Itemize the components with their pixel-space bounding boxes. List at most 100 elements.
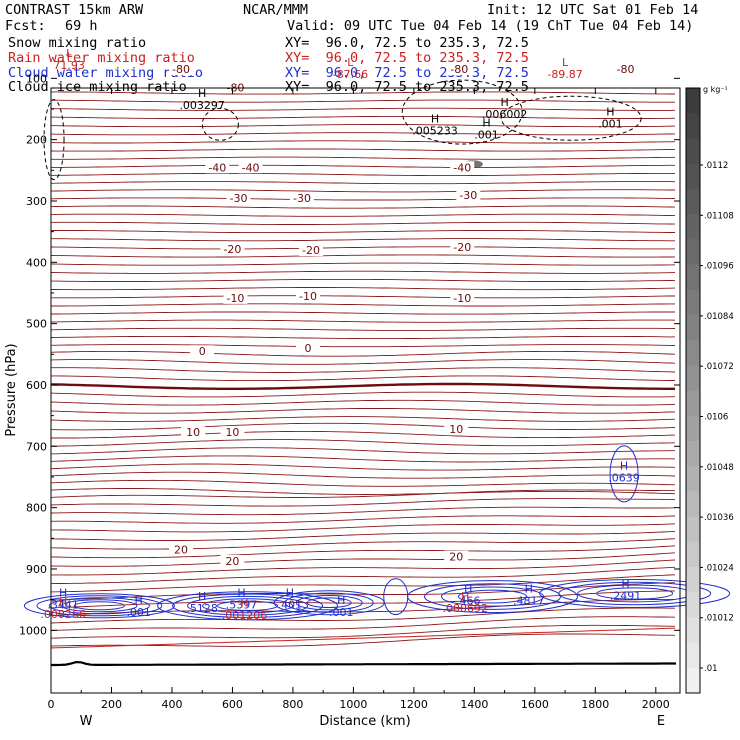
isotherm-line — [50, 391, 676, 398]
org-label: NCAR/MMM — [243, 2, 309, 18]
isotherm-line — [51, 91, 675, 95]
extremum-value: .006002 — [482, 108, 528, 121]
extremum-value: .4817 — [513, 594, 545, 607]
colorbar-frame — [685, 87, 701, 694]
colorbar-segment — [686, 516, 700, 543]
colorbar-segment — [686, 113, 700, 139]
isotherm-label: -40 — [242, 161, 260, 174]
isotherm-label-bg — [450, 161, 475, 174]
extremum-marker: H — [431, 113, 439, 126]
mixing-ratio-contour — [43, 99, 65, 181]
isotherm-line — [51, 164, 675, 168]
colorbar-label: .01036 — [704, 513, 734, 523]
isotherm-label-bg — [444, 423, 469, 436]
extremum-value: .3441 — [47, 599, 79, 612]
mixing-ratio-contour — [539, 579, 731, 609]
extremum-marker: H — [620, 460, 628, 473]
init-time: Init: 12 UTC Sat 01 Feb 14 — [487, 2, 699, 18]
x-tick-label: 800 — [282, 698, 303, 711]
isotherm-line — [51, 230, 675, 234]
isotherm-line — [50, 538, 676, 550]
extremum-marker: H — [59, 587, 67, 600]
y-axis-label: Pressure (hPa) — [4, 343, 19, 436]
mixing-ratio-contour — [401, 79, 523, 145]
isotherm-label: -40 — [208, 161, 226, 174]
isotherm-line — [50, 530, 676, 541]
isotherm-label-bg — [456, 188, 481, 201]
x-tick-label: 400 — [161, 698, 182, 711]
colorbar-label: .01024 — [704, 563, 734, 573]
extremum-marker: H — [500, 96, 508, 109]
colorbar-segment — [686, 289, 700, 316]
mixing-ratio-contour — [202, 598, 294, 614]
mixing-ratio-contour — [558, 581, 712, 606]
isotherm-label: -80 — [450, 63, 468, 76]
extremum-value: -87.66 — [333, 68, 368, 81]
extremum-value: .401 — [278, 599, 303, 612]
isotherm-label: 0 — [199, 345, 206, 358]
isotherm-line — [51, 523, 676, 533]
colorbar-label: .01048 — [704, 463, 734, 473]
surface-line — [51, 660, 676, 667]
isotherm-line — [50, 590, 676, 609]
isotherm-label-bg — [169, 63, 194, 76]
isotherm-line — [50, 270, 676, 274]
mixing-ratio-contour — [441, 586, 545, 607]
colorbar-segment — [686, 214, 700, 240]
colorbar-segment — [686, 390, 700, 417]
isotherm-label-bg — [169, 543, 194, 556]
mixing-ratio-contour — [284, 592, 374, 613]
isotherm-line — [50, 498, 675, 507]
isotherm-line — [50, 189, 675, 193]
isotherm-line — [50, 479, 676, 487]
isotherm-label-bg — [220, 554, 245, 567]
colorbar-segment — [686, 239, 700, 265]
isotherm-label-bg — [450, 240, 475, 253]
isotherm-label: -40 — [453, 161, 471, 174]
mixing-ratio-contour — [407, 580, 579, 614]
isotherm-line — [50, 344, 676, 348]
isotherm-line — [51, 439, 676, 447]
x-tick-label: 1800 — [581, 698, 609, 711]
extremum-value: .005233 — [412, 125, 458, 138]
y-tick-label: 1000 — [19, 624, 47, 637]
isotherm-label: -80 — [617, 63, 635, 76]
isotherm-label: 20 — [174, 543, 188, 556]
extremum-marker: L — [66, 47, 73, 60]
isotherm-line — [51, 559, 676, 576]
isotherm-line — [50, 463, 676, 471]
isotherm-line — [50, 416, 676, 422]
extremum-value: .000266 — [40, 608, 86, 621]
isotherm-line — [50, 254, 676, 258]
y-tick-label: 100 — [26, 72, 47, 85]
isotherm-line — [50, 107, 676, 111]
isotherm-line — [50, 408, 676, 414]
isotherm-line — [51, 375, 675, 382]
isotherm-line — [51, 99, 675, 103]
colorbar-segment — [686, 617, 700, 644]
isotherm-label: 0 — [305, 342, 312, 355]
isotherm-line — [50, 447, 675, 455]
isotherm-label-bg — [226, 191, 251, 204]
mixing-ratio-contour — [172, 593, 324, 618]
colorbar-label: .01108 — [704, 211, 734, 221]
isotherm-line — [50, 327, 676, 331]
mixing-ratio-contour — [201, 107, 239, 141]
extremum-marker: H — [135, 594, 143, 607]
isotherm-line — [51, 303, 675, 307]
isotherm-line — [50, 506, 676, 516]
x-tick-label: 600 — [222, 698, 243, 711]
x-tick-label: 1600 — [521, 698, 549, 711]
extremum-marker: H — [525, 582, 533, 595]
isotherm-line — [50, 488, 676, 495]
y-tick-label: 700 — [26, 440, 47, 453]
y-tick-label: 400 — [26, 256, 47, 269]
isotherm-line — [51, 367, 676, 373]
isotherm-label: -20 — [302, 244, 320, 257]
isotherm-label: 10 — [186, 426, 200, 439]
isotherm-label-bg — [205, 161, 230, 174]
west-endpoint-label: W — [80, 714, 93, 729]
x-tick-label: 1400 — [460, 698, 488, 711]
mixing-ratio-contour — [306, 597, 352, 609]
